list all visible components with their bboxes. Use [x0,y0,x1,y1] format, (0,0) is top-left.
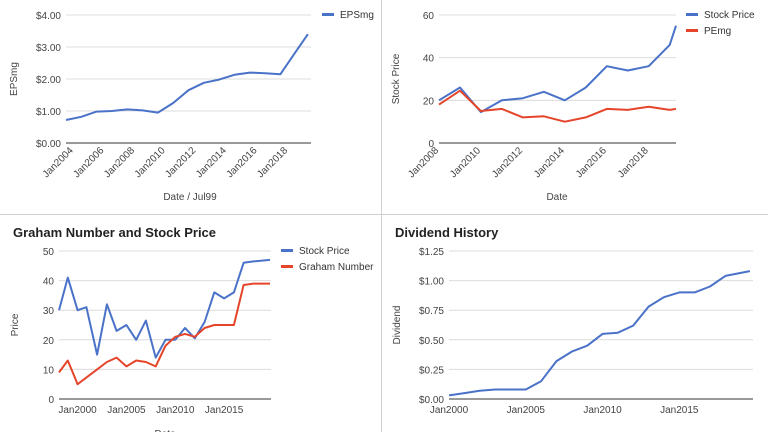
legend-swatch [281,249,293,252]
series-line-pemg [438,89,677,123]
x-tick-label: Jan2010 [156,405,195,416]
x-tick-label: Jan2000 [430,405,469,416]
x-tick-label: Jan2004 [41,145,76,180]
panel-divider-horizontal [0,214,768,215]
x-tick-label: Jan2005 [107,405,146,416]
y-tick-label: 20 [423,96,435,107]
y-tick-label: 30 [43,306,55,317]
series-line-graham-number [58,282,270,386]
x-tick-label: Jan2018 [255,145,290,180]
y-axis-label: Dividend [392,306,403,345]
y-tick-label: 10 [43,365,55,376]
x-tick-label: Jan2014 [532,145,567,180]
x-tick-label: Jan2018 [616,145,651,180]
legend-swatch [281,265,293,268]
x-axis-label: Date / Jul99 [163,192,217,203]
legend-label: Stock Price [299,246,350,257]
y-tick-label: 40 [43,277,55,288]
y-tick-label: $0.75 [419,306,444,317]
x-tick-label: Jan2012 [490,145,525,180]
y-axis-label: Stock Price [391,53,402,104]
x-tick-label: Jan2015 [205,405,244,416]
x-tick-label: Jan2000 [58,405,97,416]
y-axis-label: EPSmg [9,62,20,96]
x-tick-label: Jan2016 [574,145,609,180]
y-tick-label: $3.00 [36,43,61,54]
y-axis-label: Price [10,313,21,336]
y-tick-label: $0.25 [419,365,444,376]
y-tick-label: $2.00 [36,75,61,86]
x-tick-label: Jan2014 [194,145,229,180]
y-tick-label: 60 [423,11,435,22]
chart-title: Dividend History [395,225,499,240]
series-line-stock-price [58,258,271,359]
y-tick-label: $1.00 [419,277,444,288]
x-tick-label: Jan2012 [163,145,198,180]
y-tick-label: $0.50 [419,336,444,347]
chart-title: Graham Number and Stock Price [13,225,216,240]
x-tick-label: Jan2010 [583,405,622,416]
x-axis-label: Date [546,192,568,203]
y-tick-label: $0.00 [419,395,444,406]
x-tick-label: Jan2005 [507,405,546,416]
dividend-chart: Dividend History $0.00 $0.25 $0.50 $0.75 $1.0… [392,225,753,416]
panel-divider-vertical [381,0,382,432]
x-tick-label: Jan2010 [133,145,168,180]
y-tick-label: $1.25 [419,247,444,258]
y-tick-label: $1.00 [36,107,61,118]
series-line-dividend [448,270,751,397]
legend-label: EPSmg [340,10,374,21]
x-axis-label: Date [154,429,176,432]
y-tick-label: 20 [43,336,55,347]
x-tick-label: Jan2016 [225,145,260,180]
y-tick-label: $0.00 [36,139,61,150]
y-tick-label: $4.00 [36,11,61,22]
y-tick-label: 40 [423,54,435,65]
graham-chart: Graham Number and Stock Price 0 10 20 30 40 50… [10,225,374,432]
legend-swatch [686,13,698,16]
legend-swatch [686,29,698,32]
series-line-stock-price [438,25,677,114]
x-tick-label: Jan2006 [71,145,106,180]
series-line-epsmg [65,33,309,121]
y-tick-label: 0 [48,395,54,406]
y-tick-label: 0 [428,139,434,150]
x-tick-label: Jan2008 [406,145,441,180]
legend-label: PEmg [704,26,731,37]
x-tick-label: Jan2008 [102,145,137,180]
legend-label: Stock Price [704,10,755,21]
x-tick-label: Jan2015 [660,405,699,416]
legend-label: Graham Number [299,262,374,273]
legend-swatch [322,13,334,16]
x-tick-label: Jan2010 [448,145,483,180]
y-tick-label: 50 [43,247,55,258]
eps-chart: $0.00$1.00$2.00$3.00$4.00Jan2004Jan2006J… [9,10,374,203]
